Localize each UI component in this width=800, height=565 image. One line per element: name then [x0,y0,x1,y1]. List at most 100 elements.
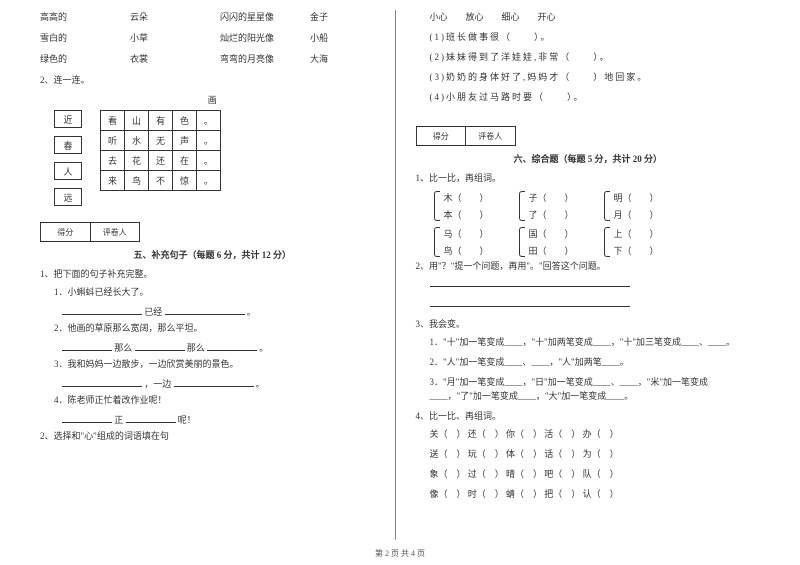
side-box: 远 [54,188,82,206]
score-box: 得分 评卷人 [40,222,140,242]
word-row: 关（ ） 还（ ） 你（ ） 活（ ） 办（ ） [416,427,761,441]
pair-item: 鸟（ ） [444,244,489,257]
pair-item: 月（ ） [614,208,659,221]
word-item: 吧（ ） [544,469,580,479]
diagram: 近 春 人 远 看 山 有 色 。 听 水 无 声 。 [40,110,385,206]
brace-icon [604,191,610,221]
grid-cell: 不 [149,171,173,191]
brace-icon [519,227,525,257]
match-cell: 灿烂的阳光像 [220,31,280,44]
score-label: 得分 [417,127,467,145]
grid-cell: 声 [173,131,197,151]
word-item: 玩（ ） [468,449,504,459]
word-item: 把（ ） [544,489,580,499]
grid-cell: 。 [197,111,221,131]
blank-line: (1)班长做事很（ ）。 [416,30,761,44]
text: 那么 [187,343,205,353]
pair-group: 马（ ） 鸟（ ） 国（ ） 田（ ） 上（ ） 下（ ） [434,227,761,257]
word-row: 送（ ） 玩（ ） 体（ ） 话（ ） 为（ ） [416,447,761,461]
s5-4: 4．陈老师正忙着改作业呢！ [40,393,385,407]
q5-1: 1、把下面的句子补充完整。 [40,267,385,281]
brace-icon [434,191,440,221]
word-item: 还（ ） [468,429,504,439]
blank-line: (4)小朋友过马路时要（ ）。 [416,90,761,104]
word-item: 象（ ） [430,469,466,479]
pair-item: 田（ ） [529,244,574,257]
word-item: 为（ ） [583,449,619,459]
score-box: 得分 评卷人 [416,126,516,146]
grid-cell: 水 [125,131,149,151]
answer-line [416,297,761,311]
left-column: 高高的 云朵 闪闪的星星像 金子 雪白的 小草 灿烂的阳光像 小船 绿色的 衣裳… [30,10,396,540]
match-cell: 雪白的 [40,31,100,44]
score-label: 得分 [41,223,91,241]
s5-4-blank: 正 呢！ [40,413,385,426]
side-box: 人 [54,162,82,180]
match-cell: 高高的 [40,10,100,23]
pair-item: 下（ ） [614,244,659,257]
pair-col: 木（ ） 本（ ） [434,191,489,221]
match-cell: 衣裳 [130,52,190,65]
blank-line: (3)奶奶的身体好了,妈妈才（ ）地回家。 [416,70,761,84]
word-item: 队（ ） [583,469,619,479]
q6-4: 4、比一比、再组词。 [416,409,761,423]
s5-1: 1．小蝌蚪已经长大了。 [40,285,385,299]
right-column: 小心 放心 细心 开心 (1)班长做事很（ ）。 (2)妹妹得到了洋娃娃,非常（… [396,10,771,540]
grid-cell: 。 [197,131,221,151]
text: 呢！ [178,415,196,425]
pair-item: 子（ ） [529,191,574,204]
match-cell: 闪闪的星星像 [220,10,280,23]
match-cell: 金子 [310,10,370,23]
word-item: 你（ ） [506,429,542,439]
word-item: 蜻（ ） [506,489,542,499]
q6-2: 2、用"？"提一个问题，再用"。"回答这个问题。 [416,259,761,273]
text: 已经 [144,307,162,317]
grid-cell: 无 [149,131,173,151]
grid-cell: 有 [149,111,173,131]
matching-row: 高高的 云朵 闪闪的星星像 金子 [40,10,385,23]
pair-col: 上（ ） 下（ ） [604,227,659,257]
q5-2: 2、选择和"心"组成的词语填在句 [40,429,385,443]
s5-3-blank: ，一边 。 [40,377,385,390]
grid-cell: 在 [173,151,197,171]
grid-cell: 还 [149,151,173,171]
grid-cell: 听 [101,131,125,151]
pair-item: 国（ ） [529,227,574,240]
word-item: 像（ ） [430,489,466,499]
word-item: 认（ ） [583,489,619,499]
grid-cell: 山 [125,111,149,131]
word-item: 过（ ） [468,469,504,479]
grid-cell: 鸟 [125,171,149,191]
word-item: 时（ ） [468,489,504,499]
word-item: 关（ ） [430,429,466,439]
pair-col: 明（ ） 月（ ） [604,191,659,221]
page: 高高的 云朵 闪闪的星星像 金子 雪白的 小草 灿烂的阳光像 小船 绿色的 衣裳… [0,0,800,540]
q2-label: 2、连一连。 [40,73,385,87]
text: 那么 [114,343,132,353]
word-row: 像（ ） 时（ ） 蜻（ ） 把（ ） 认（ ） [416,487,761,501]
word-item: 活（ ） [544,429,580,439]
pair-col: 国（ ） 田（ ） [519,227,574,257]
word-item: 话（ ） [544,449,580,459]
pair-group: 木（ ） 本（ ） 子（ ） 了（ ） 明（ ） 月（ ） [434,191,761,221]
diagram-title: 画 [40,93,385,106]
s5-3: 3．我和妈妈一边散步，一边欣赏美丽的景色。 [40,357,385,371]
pair-item: 上（ ） [614,227,659,240]
word-row: 象（ ） 过（ ） 晴（ ） 吧（ ） 队（ ） [416,467,761,481]
grid-cell: 花 [125,151,149,171]
grader-label: 评卷人 [466,127,515,145]
page-footer: 第 2 页 共 4 页 [0,548,800,559]
match-cell: 弯弯的月亮像 [220,52,280,65]
brace-icon [604,227,610,257]
side-boxes: 近 春 人 远 [54,110,82,206]
pair-item: 本（ ） [444,208,489,221]
match-cell: 小草 [130,31,190,44]
pair-item: 了（ ） [529,208,574,221]
word-item: 送（ ） [430,449,466,459]
text: ，一边 [144,379,171,389]
grid-cell: 。 [197,151,221,171]
s5-2: 2．他画的草原那么宽阔，那么平坦。 [40,321,385,335]
q6-3-line: 3．"月"加一笔变成____，"日"加一笔变成____、____，"米"加一笔变… [416,375,761,403]
brace-icon [434,227,440,257]
grid-cell: 。 [197,171,221,191]
